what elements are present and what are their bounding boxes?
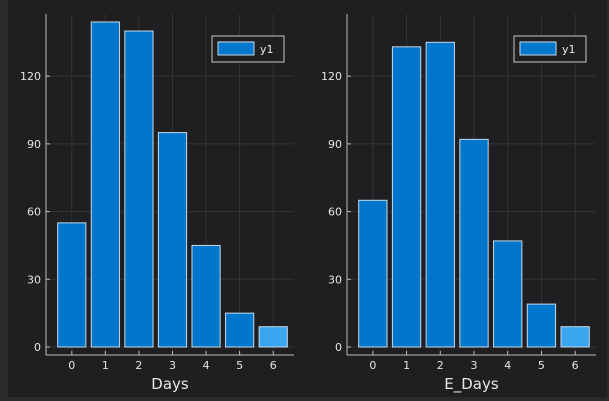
chart2-x-tick-label: 2 bbox=[437, 359, 444, 372]
chart2-legend-swatch bbox=[519, 41, 557, 56]
chart2-y-tick-label: 90 bbox=[328, 138, 342, 151]
chart2-bar-6 bbox=[560, 326, 590, 348]
chart1-bar-1 bbox=[90, 21, 120, 348]
chart1-bar-2 bbox=[124, 30, 154, 348]
chart2-x-tick-label: 5 bbox=[538, 359, 545, 372]
chart1-bar-5 bbox=[225, 312, 255, 348]
chart2-x-tick-label: 3 bbox=[471, 359, 478, 372]
chart1-x-tick-label: 4 bbox=[203, 359, 210, 372]
chart1-x-tick-label: 2 bbox=[135, 359, 142, 372]
chart1-bar-0 bbox=[57, 222, 87, 348]
chart2-x-tick-label: 4 bbox=[504, 359, 511, 372]
chart1-x-tick-label: 1 bbox=[102, 359, 109, 372]
chart1-legend-swatch bbox=[217, 41, 255, 56]
chart2-x-tick-label: 1 bbox=[403, 359, 410, 372]
chart1-bar-3 bbox=[157, 132, 188, 348]
chart1-y-tick-label: 120 bbox=[20, 70, 41, 83]
chart1-y-tick-label: 60 bbox=[27, 206, 41, 219]
chart1-y-tick-label: 90 bbox=[27, 138, 41, 151]
chart2-bar-0 bbox=[358, 199, 388, 348]
chart2-x-axis-title: E_Days bbox=[444, 375, 499, 394]
chart2-bar-1 bbox=[391, 46, 422, 348]
chart1-x-tick-label: 6 bbox=[270, 359, 277, 372]
chart2-legend-label: y1 bbox=[562, 43, 576, 56]
chart1-y-tick-label: 0 bbox=[34, 341, 41, 354]
chart2-bar-2 bbox=[425, 41, 455, 348]
chart1-x-tick-label: 5 bbox=[236, 359, 243, 372]
chart1-x-axis-title: Days bbox=[151, 375, 189, 393]
chart2-x-tick-label: 0 bbox=[369, 359, 376, 372]
chart1-bar-6 bbox=[258, 326, 288, 348]
plot-area: 0 30 60 90 120 0 1 2 3 4 5 6 Days y1 0 30 60 90 120 0 1 2 3 4 5 6… bbox=[8, 0, 607, 397]
chart2-y-tick-label: 120 bbox=[321, 70, 342, 83]
chart2-bar-4 bbox=[493, 240, 523, 348]
chart2-y-tick-label: 30 bbox=[328, 273, 342, 286]
chart1-x-tick-label: 0 bbox=[68, 359, 75, 372]
chart1-y-tick-label: 30 bbox=[27, 273, 41, 286]
chart1-legend-label: y1 bbox=[260, 43, 274, 56]
chart2-y-tick-label: 60 bbox=[328, 206, 342, 219]
chart2-y-tick-label: 0 bbox=[335, 341, 342, 354]
chart2-bar-5 bbox=[526, 303, 557, 348]
chart1-bar-4 bbox=[191, 244, 221, 348]
chart2-bar-3 bbox=[459, 138, 489, 348]
chart1-x-tick-label: 3 bbox=[169, 359, 176, 372]
charts-svg: 0 30 60 90 120 0 1 2 3 4 5 6 Days y1 0 30 60 90 120 0 1 2 3 4 5 6… bbox=[20, 14, 596, 394]
chart2-x-tick-label: 6 bbox=[572, 359, 579, 372]
